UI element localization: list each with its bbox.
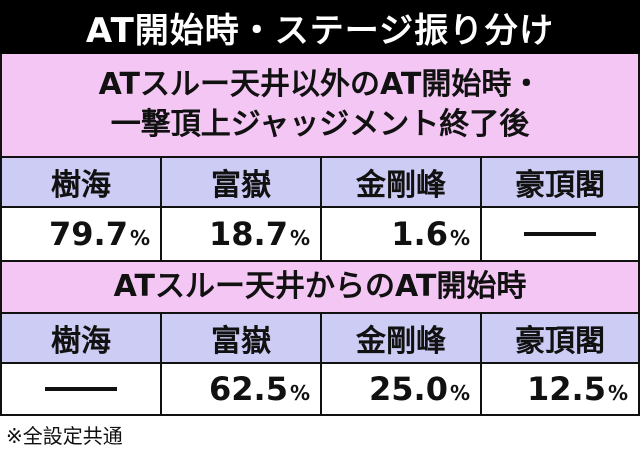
section-1-heading: ATスルー天井以外のAT開始時・ 一撃頂上ジャッジメント終了後 — [2, 54, 638, 158]
section-1-heading-line-2: 一撃頂上ジャッジメント終了後 — [110, 107, 530, 142]
value-number: 62.5 — [209, 370, 288, 408]
value-number: 25.0 — [369, 370, 448, 408]
dash-line — [45, 387, 117, 391]
percent-unit: % — [289, 226, 310, 250]
section-1-heading-line-1: ATスルー天井以外のAT開始時・ — [98, 67, 542, 102]
value-number: 79.7 — [49, 215, 128, 253]
section-2-heading-line-1: ATスルー天井からのAT開始時 — [113, 269, 527, 304]
stage-label-jukai: 樹海 — [2, 314, 162, 362]
value-jukai-none — [2, 364, 162, 414]
percent-unit: % — [449, 381, 470, 405]
section-2-heading: ATスルー天井からのAT開始時 — [2, 260, 638, 314]
value-number: 12.5 — [527, 370, 606, 408]
stage-label-gochokaku: 豪頂閣 — [515, 168, 605, 203]
stage-label-kongoho: 金剛峰 — [322, 158, 482, 206]
value-number: 1.6 — [391, 215, 448, 253]
value-gochokaku: 12.5% — [482, 364, 638, 414]
value-number: 18.7 — [209, 215, 288, 253]
value-fugaku: 18.7% — [162, 208, 322, 260]
value-gochokaku-none — [482, 208, 638, 260]
stage-label-fugaku: 富嶽 — [162, 314, 322, 362]
percent-unit: % — [129, 226, 150, 250]
stage-label-fugaku: 富嶽 — [162, 158, 322, 206]
page-title: AT開始時・ステージ振り分け — [0, 0, 640, 54]
dash-line — [524, 232, 596, 236]
section-2-values: 62.5% 25.0% 12.5% — [2, 364, 638, 416]
percent-unit: % — [289, 381, 310, 405]
section-1-values: 79.7% 18.7% 1.6% — [2, 208, 638, 260]
stage-label-kongoho: 金剛峰 — [322, 314, 482, 362]
value-jukai: 79.7% — [2, 208, 162, 260]
stage-label-gochokaku: 豪頂閣 — [515, 324, 605, 359]
value-kongoho: 25.0% — [322, 364, 482, 414]
section-2-stage-labels: 樹海 富嶽 金剛峰 豪頂閣 — [2, 314, 638, 364]
percent-unit: % — [607, 381, 628, 405]
value-kongoho: 1.6% — [322, 208, 482, 260]
stage-distribution-table: ATスルー天井以外のAT開始時・ 一撃頂上ジャッジメント終了後 樹海 富嶽 金剛… — [0, 54, 640, 416]
percent-unit: % — [449, 226, 470, 250]
footnote: ※全設定共通 — [6, 424, 123, 448]
value-fugaku: 62.5% — [162, 364, 322, 414]
stage-label-jukai: 樹海 — [2, 158, 162, 206]
section-1-stage-labels: 樹海 富嶽 金剛峰 豪頂閣 — [2, 158, 638, 208]
